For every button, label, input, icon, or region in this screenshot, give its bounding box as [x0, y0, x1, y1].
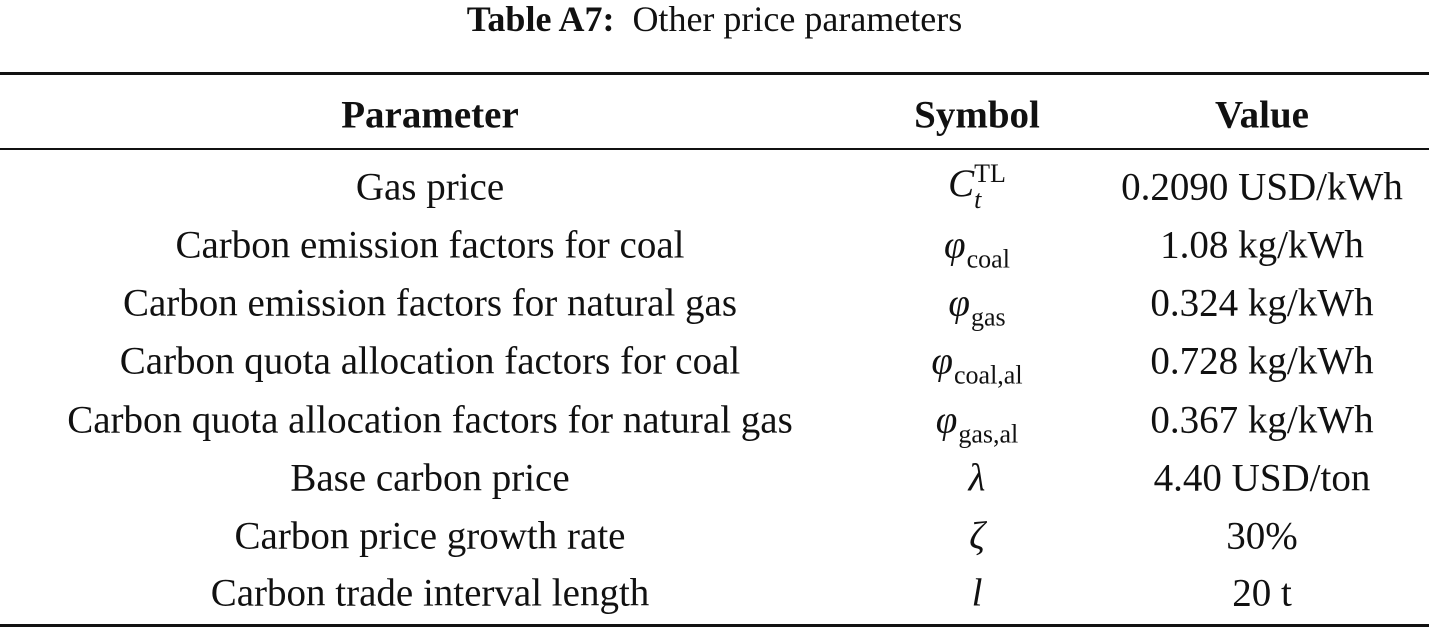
value-cell: 20 t — [1232, 571, 1292, 615]
header-symbol: Symbol — [914, 93, 1040, 137]
symbol-base: ζ — [969, 514, 985, 558]
header-value: Value — [1215, 93, 1309, 137]
parameter-cell: Carbon trade interval length — [210, 571, 650, 615]
parameter-cell: Carbon emission factors for natural gas — [122, 281, 738, 325]
symbol-cell: φcoal,al — [931, 339, 1022, 389]
parameter-cell: Carbon price growth rate — [234, 514, 626, 558]
symbol-cell: φcoal — [944, 223, 1010, 273]
symbol-cell: ζ — [969, 517, 985, 556]
symbol-sub: gas,al — [958, 419, 1019, 449]
symbol-cell: φgas — [948, 281, 1005, 331]
parameter-cell: Carbon emission factors for coal — [175, 223, 685, 267]
top-rule — [0, 72, 1429, 75]
value-cell: 30% — [1226, 514, 1298, 558]
symbol-cell: φgas,al — [935, 398, 1019, 448]
value-cell: 1.08 kg/kWh — [1160, 223, 1364, 267]
parameter-cell: Carbon quota allocation factors for coal — [119, 339, 741, 383]
value-cell: 4.40 USD/ton — [1153, 456, 1371, 500]
parameter-cell: Carbon quota allocation factors for natu… — [67, 398, 793, 442]
symbol-sup: TL — [974, 159, 1006, 188]
symbol-base: φ — [931, 339, 953, 383]
mid-rule — [0, 148, 1429, 150]
caption-label: Table A7: — [466, 0, 615, 39]
value-cell: 0.324 kg/kWh — [1150, 281, 1374, 325]
symbol-sub: t — [974, 185, 982, 214]
caption: Table A7: Other price parameters — [0, 0, 1429, 38]
bottom-rule — [0, 624, 1429, 627]
symbol-cell: λ — [969, 459, 986, 498]
symbol-cell: l — [972, 574, 983, 613]
symbol-sub: gas — [970, 302, 1006, 332]
symbol-sub: coal — [966, 244, 1010, 274]
symbol-base: φ — [935, 398, 958, 442]
caption-text: Other price parameters — [632, 0, 963, 39]
symbol-scripts: TL t — [974, 161, 1006, 213]
symbol-base: l — [971, 571, 983, 615]
value-cell: 0.728 kg/kWh — [1150, 339, 1374, 383]
symbol-cell: C TL t — [948, 161, 1006, 213]
symbol-base: C — [948, 161, 975, 205]
symbol-sub: coal,al — [954, 360, 1023, 390]
value-cell: 0.367 kg/kWh — [1150, 398, 1374, 442]
symbol-base: φ — [944, 223, 966, 267]
value-cell: 0.2090 USD/kWh — [1121, 165, 1403, 209]
header-parameter: Parameter — [341, 93, 519, 137]
symbol-base: φ — [948, 281, 970, 325]
symbol-base: λ — [968, 456, 986, 500]
parameter-cell: Base carbon price — [290, 456, 570, 500]
parameter-cell: Gas price — [355, 165, 505, 209]
